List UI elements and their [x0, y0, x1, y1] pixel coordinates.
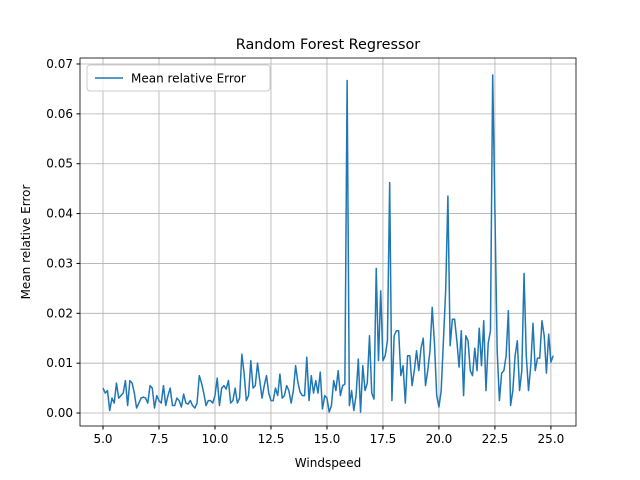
- x-tick-label: 20.0: [426, 432, 453, 446]
- y-tick-label: 0.02: [46, 306, 73, 320]
- chart-title: Random Forest Regressor: [236, 37, 420, 53]
- y-tick-label: 0.00: [46, 406, 73, 420]
- y-tick-label: 0.06: [46, 107, 73, 121]
- y-tick-label: 0.03: [46, 256, 73, 270]
- y-tick-label: 0.05: [46, 157, 73, 171]
- data-line: [102, 74, 554, 413]
- plot-frame: [79, 57, 577, 427]
- x-tick-label: 25.0: [538, 432, 565, 446]
- y-tick-label: 0.07: [46, 57, 73, 71]
- x-tick-label: 15.0: [314, 432, 341, 446]
- legend-box: [86, 64, 271, 92]
- y-tick-label: 0.04: [46, 207, 73, 221]
- x-tick-label: 22.5: [482, 432, 509, 446]
- x-axis-label: Windspeed: [295, 456, 361, 470]
- y-axis-label: Mean relative Error: [19, 185, 33, 300]
- legend-label: Mean relative Error: [131, 72, 246, 86]
- x-tick-label: 5.0: [93, 432, 112, 446]
- legend: Mean relative Error: [86, 64, 271, 92]
- x-tick-label: 17.5: [370, 432, 397, 446]
- y-tick-label: 0.01: [46, 356, 73, 370]
- x-tick-label: 12.5: [258, 432, 285, 446]
- x-tick-label: 10.0: [202, 432, 229, 446]
- x-tick-label: 7.5: [149, 432, 168, 446]
